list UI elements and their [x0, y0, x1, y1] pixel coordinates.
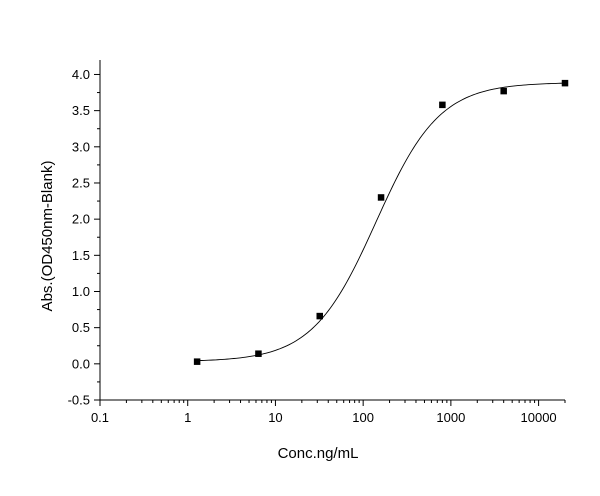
data-point: [439, 101, 446, 109]
data-point: [193, 358, 201, 365]
x-tick-label: 100: [352, 410, 374, 425]
tick-labels: 0.1 1 10 100 1000 10000 -0.5 0.0 0.5 1.0 1.5 2.0 2.5…: [68, 67, 557, 425]
y-tick-label: -0.5: [68, 393, 90, 408]
fit-curve: [197, 82, 566, 362]
x-axis-title: Conc.ng/mL: [278, 445, 359, 462]
data-point: [316, 312, 323, 320]
x-tick-label: 0.1: [91, 410, 109, 425]
y-tick-label: 2.0: [72, 212, 90, 227]
y-tick-label: 4.0: [72, 67, 90, 82]
y-tick-label: 3.0: [72, 139, 90, 154]
axes: [99, 60, 565, 401]
x-tick-label: 10: [268, 410, 282, 425]
data-point: [377, 194, 385, 201]
data-point: [500, 87, 507, 95]
y-axis-title: Abs.(OD450nm-Blank): [39, 161, 56, 312]
ticks: [94, 73, 566, 406]
data-point: [255, 350, 262, 357]
x-tick-label: 1000: [436, 410, 465, 425]
data-points: [193, 79, 569, 365]
y-tick-label: 0.5: [72, 320, 90, 335]
y-tick-label: 3.5: [72, 103, 90, 118]
x-tick-label: 10000: [521, 410, 557, 425]
x-tick-label: 1: [184, 410, 191, 425]
y-tick-label: 1.0: [72, 284, 90, 299]
y-tick-label: 0.0: [72, 356, 90, 371]
y-tick-label: 2.5: [72, 175, 90, 190]
y-tick-label: 1.5: [72, 248, 90, 263]
data-point: [561, 79, 569, 87]
